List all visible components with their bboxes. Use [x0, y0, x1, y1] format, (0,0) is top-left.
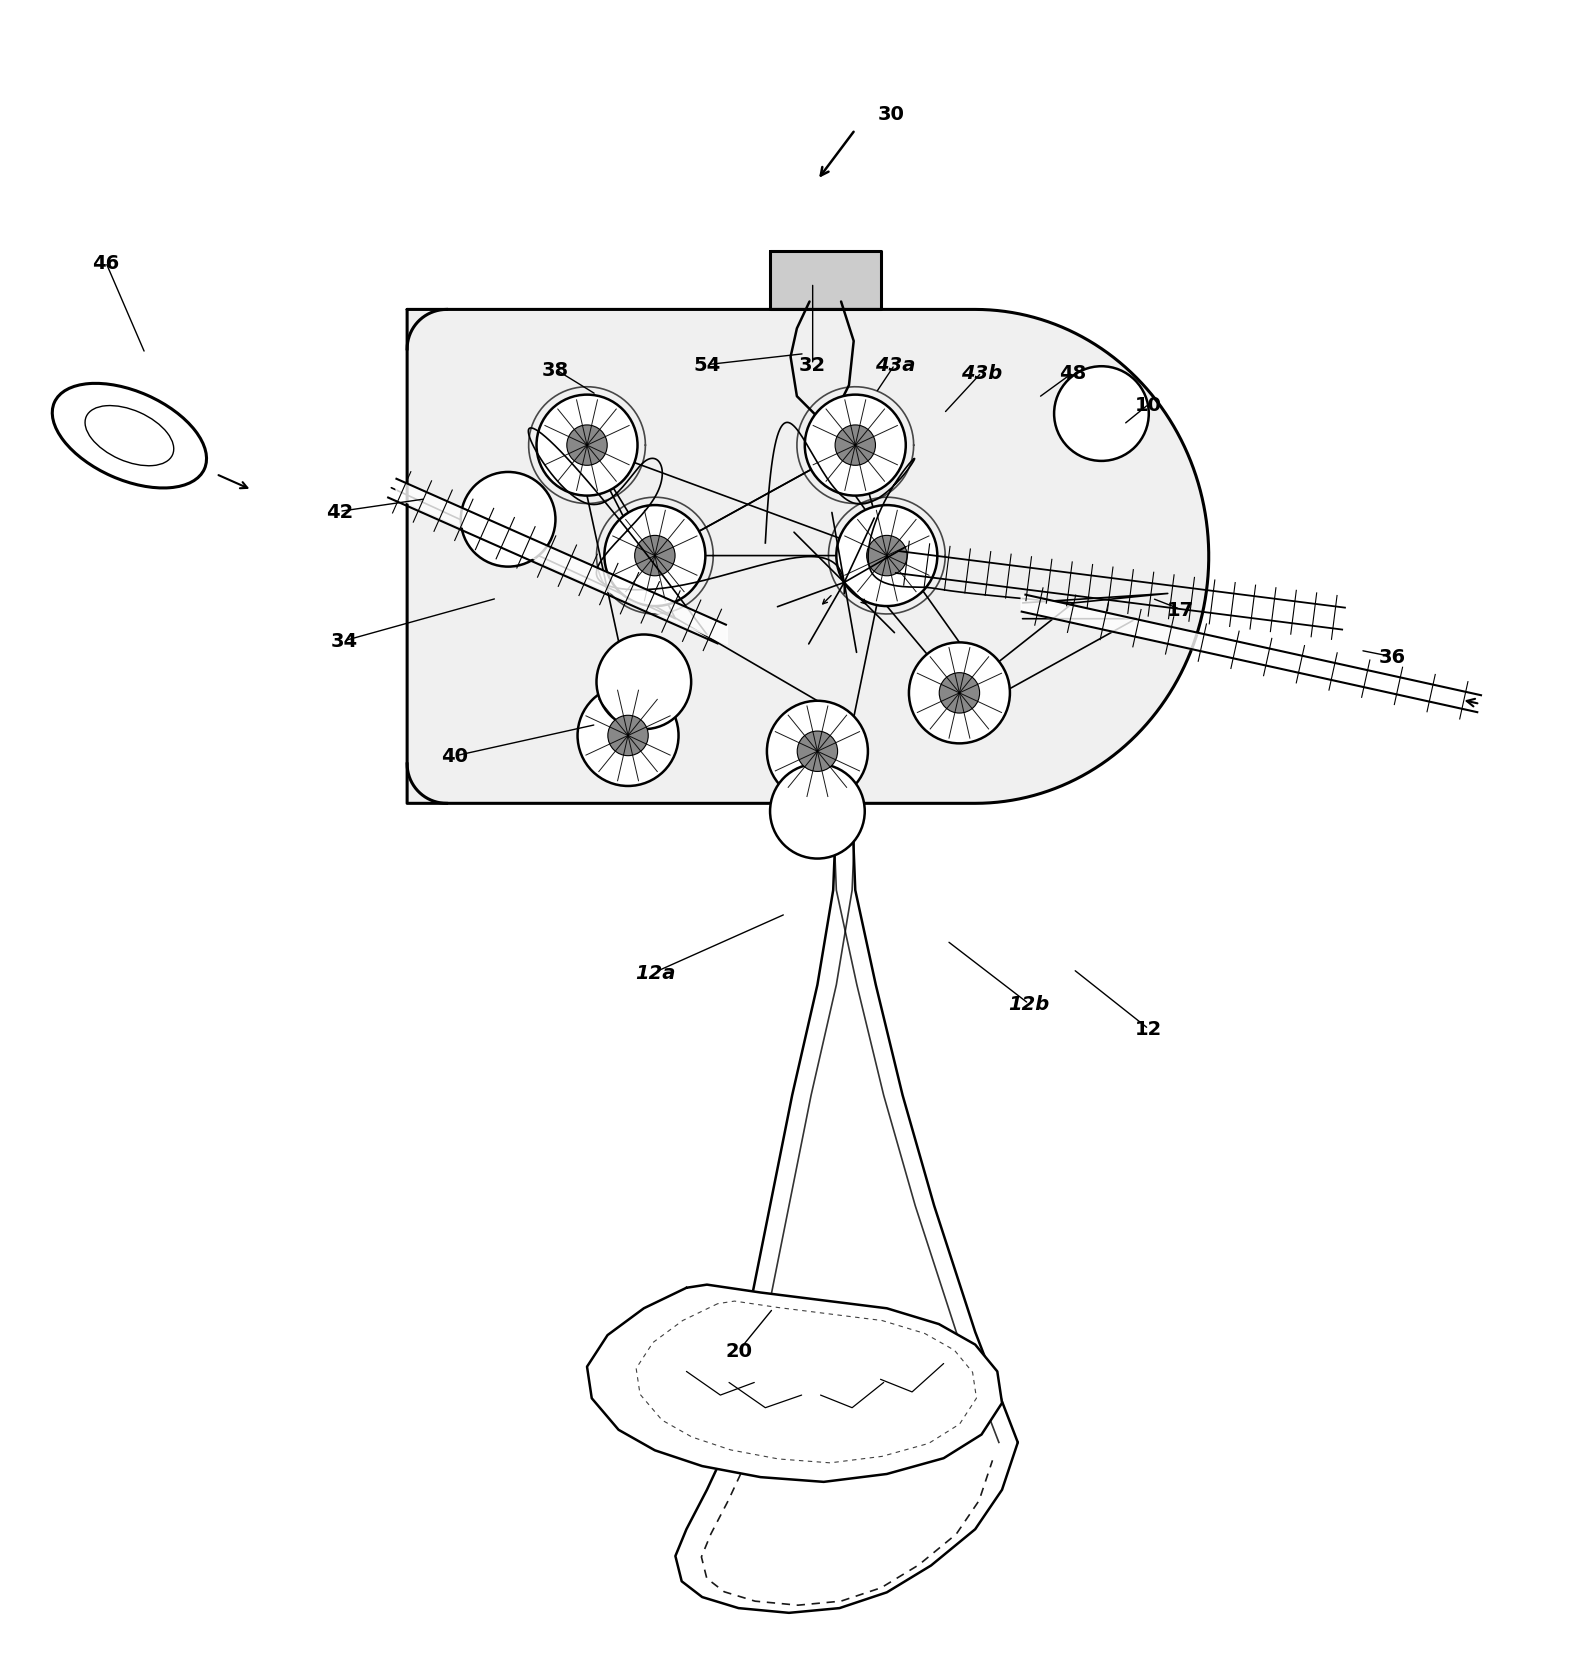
Text: 54: 54: [693, 356, 721, 376]
Circle shape: [866, 536, 907, 576]
Text: 34: 34: [330, 632, 358, 650]
Text: 48: 48: [1059, 364, 1087, 382]
Text: 46: 46: [92, 253, 120, 273]
Text: 40: 40: [440, 746, 469, 766]
Circle shape: [578, 685, 679, 786]
Text: 17: 17: [1166, 601, 1195, 619]
Circle shape: [604, 506, 705, 607]
Text: 12: 12: [1135, 1019, 1163, 1039]
Circle shape: [939, 674, 980, 713]
Circle shape: [770, 765, 865, 859]
Circle shape: [835, 425, 876, 467]
Text: 12b: 12b: [1008, 995, 1049, 1013]
Text: 36: 36: [1378, 647, 1406, 667]
Circle shape: [836, 506, 937, 607]
Text: 12a: 12a: [634, 963, 675, 981]
Circle shape: [596, 636, 691, 730]
Text: 20: 20: [724, 1342, 753, 1360]
Circle shape: [909, 644, 1010, 743]
Circle shape: [634, 536, 675, 576]
Text: 30: 30: [877, 106, 906, 124]
Text: 32: 32: [798, 356, 827, 376]
Circle shape: [608, 717, 649, 756]
Text: 43b: 43b: [961, 364, 1002, 382]
Circle shape: [461, 473, 555, 568]
Circle shape: [797, 732, 838, 771]
Circle shape: [537, 396, 638, 496]
Text: 38: 38: [541, 361, 570, 379]
Text: 42: 42: [325, 503, 353, 521]
Polygon shape: [587, 1284, 1002, 1481]
Polygon shape: [770, 252, 881, 309]
Circle shape: [567, 425, 608, 467]
Polygon shape: [407, 309, 1209, 804]
Text: 43a: 43a: [874, 356, 915, 376]
Circle shape: [805, 396, 906, 496]
Ellipse shape: [52, 384, 207, 488]
Circle shape: [767, 702, 868, 803]
Text: 10: 10: [1135, 396, 1163, 414]
Circle shape: [1054, 367, 1149, 462]
